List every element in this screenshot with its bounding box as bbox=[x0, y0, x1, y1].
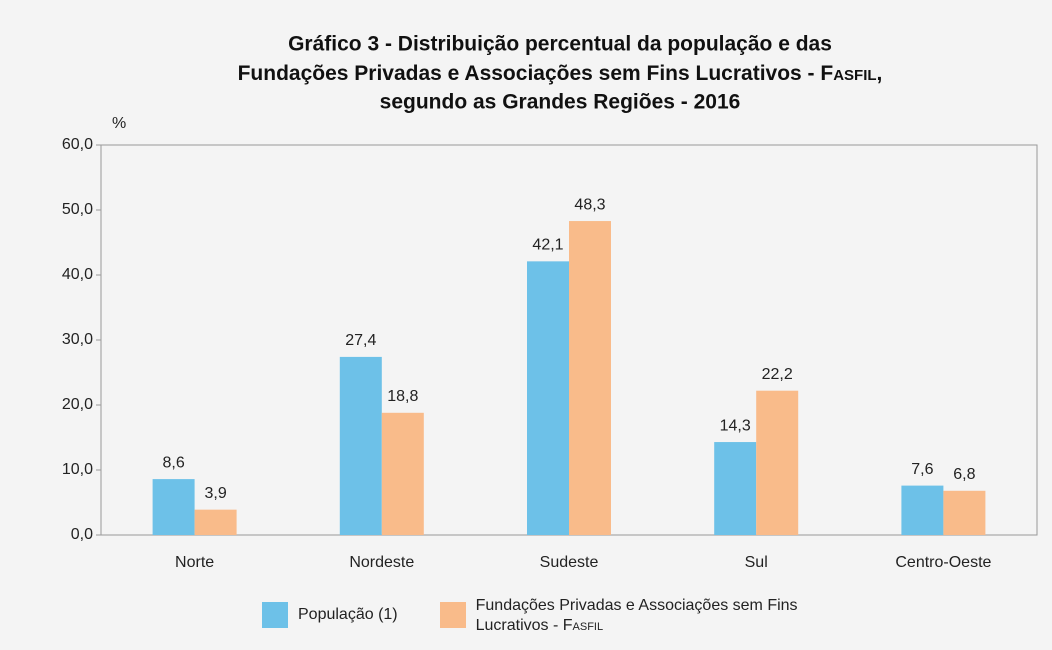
value-label: 6,8 bbox=[953, 466, 975, 483]
x-tick-label: Norte bbox=[175, 554, 214, 571]
x-tick-label: Sudeste bbox=[540, 554, 599, 571]
chart-title: segundo as Grandes Regiões - 2016 bbox=[380, 91, 741, 114]
y-tick-label: 10,0 bbox=[62, 461, 93, 478]
x-tick-label: Centro-Oeste bbox=[895, 554, 991, 571]
bar bbox=[381, 412, 424, 535]
bar bbox=[901, 485, 944, 535]
y-tick-label: 60,0 bbox=[62, 136, 93, 153]
chart-title: Gráfico 3 - Distribuição percentual da p… bbox=[288, 33, 832, 56]
legend-label: Fundações Privadas e Associações sem Fin… bbox=[475, 597, 798, 634]
value-label: 7,6 bbox=[911, 461, 933, 478]
legend-item: População (1) bbox=[262, 602, 398, 636]
bar bbox=[943, 490, 986, 535]
bar bbox=[194, 509, 237, 535]
value-label: 48,3 bbox=[574, 196, 605, 213]
x-tick-label: Sul bbox=[745, 554, 768, 571]
y-tick-label: 30,0 bbox=[62, 331, 93, 348]
bar bbox=[756, 390, 799, 535]
y-tick-label: 40,0 bbox=[62, 266, 93, 283]
value-label: 27,4 bbox=[345, 332, 376, 349]
bar bbox=[339, 356, 382, 535]
legend: População (1) Fundações Privadas e Associ… bbox=[262, 597, 806, 636]
x-tick-label: Nordeste bbox=[349, 554, 414, 571]
bar bbox=[714, 442, 757, 535]
legend-swatch bbox=[439, 602, 466, 628]
y-tick-label: 20,0 bbox=[62, 396, 93, 413]
legend-item: Fundações Privadas e Associações sem Fin… bbox=[439, 597, 806, 636]
value-label: 3,9 bbox=[204, 485, 226, 502]
bar bbox=[569, 221, 611, 536]
legend-label: População (1) bbox=[298, 606, 398, 623]
y-unit: % bbox=[112, 115, 126, 132]
value-label: 8,6 bbox=[162, 454, 184, 471]
bar bbox=[152, 479, 195, 535]
value-label: 42,1 bbox=[532, 237, 563, 254]
chart-title: Fundações Privadas e Associações sem Fin… bbox=[238, 62, 883, 85]
y-tick-label: 50,0 bbox=[62, 201, 93, 218]
legend-swatch bbox=[262, 602, 288, 628]
y-tick-label: 0,0 bbox=[71, 526, 93, 543]
value-label: 18,8 bbox=[387, 388, 418, 405]
bar bbox=[527, 261, 569, 535]
value-label: 22,2 bbox=[762, 366, 793, 383]
value-label: 14,3 bbox=[720, 417, 751, 434]
